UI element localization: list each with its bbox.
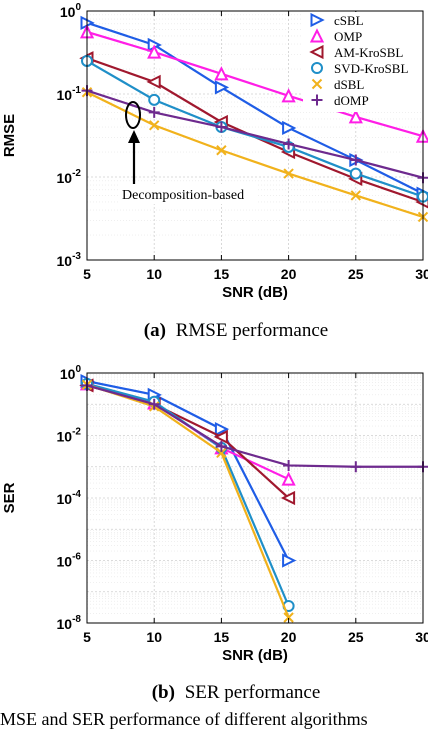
data-point bbox=[281, 88, 296, 103]
y-tick-label: 10-8 bbox=[57, 614, 82, 632]
data-point bbox=[213, 429, 228, 445]
y-tick-label: 10-6 bbox=[57, 552, 82, 570]
y-tick-label: 10-2 bbox=[57, 427, 82, 445]
legend-label: cSBL bbox=[334, 13, 364, 28]
legend-item-domp: dOMP bbox=[311, 93, 369, 108]
x-tick-label: 15 bbox=[214, 629, 230, 645]
data-point bbox=[148, 106, 160, 118]
y-tick-label: 10-3 bbox=[57, 251, 82, 269]
x-tick-label: 15 bbox=[214, 266, 230, 282]
series-domp bbox=[81, 379, 428, 473]
data-point bbox=[215, 121, 227, 133]
data-point bbox=[147, 44, 162, 59]
data-point bbox=[148, 398, 160, 410]
x-axis-label: SNR (dB) bbox=[222, 647, 288, 664]
data-point bbox=[350, 190, 362, 201]
data-point bbox=[214, 80, 230, 95]
data-point bbox=[283, 459, 295, 471]
series-line bbox=[86, 21, 424, 195]
data-point bbox=[350, 154, 362, 166]
legend-box bbox=[303, 12, 422, 112]
legend-label: OMP bbox=[334, 29, 362, 44]
axes-frame bbox=[86, 10, 424, 261]
legend-label: dOMP bbox=[334, 93, 369, 108]
ser-caption: (b) SER performance bbox=[152, 682, 321, 703]
x-tick-label: 5 bbox=[83, 629, 91, 645]
annotation-arrow-head bbox=[128, 130, 140, 143]
y-tick-label: 10-2 bbox=[57, 168, 82, 186]
series-omp bbox=[79, 24, 428, 143]
x-tick-label: 10 bbox=[146, 266, 162, 282]
data-point bbox=[280, 490, 296, 506]
legend-marker bbox=[310, 12, 325, 28]
legend-marker bbox=[311, 94, 323, 106]
data-point bbox=[281, 471, 296, 486]
figure-caption-partial: MSE and SER performance of different alg… bbox=[0, 709, 368, 729]
y-tick-label: 100 bbox=[60, 364, 82, 382]
legend-marker bbox=[309, 28, 325, 43]
legend-marker bbox=[311, 78, 323, 90]
data-point bbox=[349, 167, 362, 180]
series-line bbox=[86, 91, 424, 219]
x-tick-label: 20 bbox=[281, 629, 297, 645]
data-point bbox=[146, 74, 161, 89]
x-tick-label: 20 bbox=[281, 266, 297, 282]
x-tick-label: 30 bbox=[415, 629, 428, 645]
x-tick-label: 10 bbox=[146, 629, 162, 645]
series-line bbox=[86, 60, 424, 198]
legend-label: SVD-KroSBL bbox=[334, 61, 408, 76]
data-point bbox=[148, 120, 160, 131]
data-point bbox=[283, 138, 295, 150]
x-axis-label: SNR (dB) bbox=[222, 284, 288, 301]
series-line bbox=[86, 89, 424, 179]
data-point bbox=[348, 109, 363, 124]
axes-frame bbox=[86, 372, 424, 624]
rmse-chart: 5 10 15 20 25 30 100 10-1 10-2 10-3 SNR (dB) RMSE cS… bbox=[1, 2, 428, 301]
annotation-label-bg bbox=[118, 184, 256, 204]
series-line bbox=[86, 384, 423, 468]
decomposition-annotation: Decomposition-based bbox=[118, 101, 256, 204]
legend-marker bbox=[309, 44, 324, 60]
data-point bbox=[214, 66, 229, 81]
y-axis-label: RMSE bbox=[1, 114, 18, 157]
y-tick-label: 100 bbox=[60, 2, 82, 20]
y-tick-label: 10-4 bbox=[57, 489, 82, 507]
rmse-caption: (a) RMSE performance bbox=[144, 320, 328, 341]
x-tick-label: 25 bbox=[348, 629, 364, 645]
y-tick-label: 10-1 bbox=[57, 85, 82, 103]
series-dsbl bbox=[81, 87, 428, 223]
data-point bbox=[216, 447, 227, 458]
data-point bbox=[283, 612, 294, 623]
legend-item-csbl: cSBL bbox=[310, 12, 364, 28]
data-point bbox=[215, 440, 227, 452]
legend-item-svd-krosbl: SVD-KroSBL bbox=[311, 61, 408, 76]
data-point bbox=[216, 145, 227, 156]
legend-marker bbox=[311, 62, 323, 74]
grid bbox=[87, 372, 423, 624]
legend-label: AM-KroSBL bbox=[334, 45, 403, 60]
y-axis-label: SER bbox=[1, 482, 18, 513]
x-tick-label: 25 bbox=[348, 266, 364, 282]
legend-item-am-krosbl: AM-KroSBL bbox=[309, 44, 403, 60]
data-point bbox=[350, 461, 362, 473]
series-line bbox=[86, 380, 290, 562]
x-tick-label: 30 bbox=[415, 266, 428, 282]
ser-chart: 5 10 15 20 25 30 100 10-2 10-4 10-6 10-8 SNR (dB) SE… bbox=[1, 364, 428, 664]
annotation-label: Decomposition-based bbox=[122, 188, 244, 203]
annotation-ellipse bbox=[125, 101, 141, 129]
data-point bbox=[214, 422, 230, 437]
x-tick-label: 5 bbox=[83, 266, 91, 282]
legend-label: dSBL bbox=[334, 77, 364, 92]
data-point bbox=[282, 120, 297, 136]
data-point bbox=[282, 553, 297, 568]
legend-item-omp: OMP bbox=[309, 28, 362, 44]
data-point bbox=[148, 93, 161, 106]
data-point bbox=[283, 168, 294, 179]
legend-item-dsbl: dSBL bbox=[311, 77, 364, 92]
series-line bbox=[86, 30, 424, 138]
